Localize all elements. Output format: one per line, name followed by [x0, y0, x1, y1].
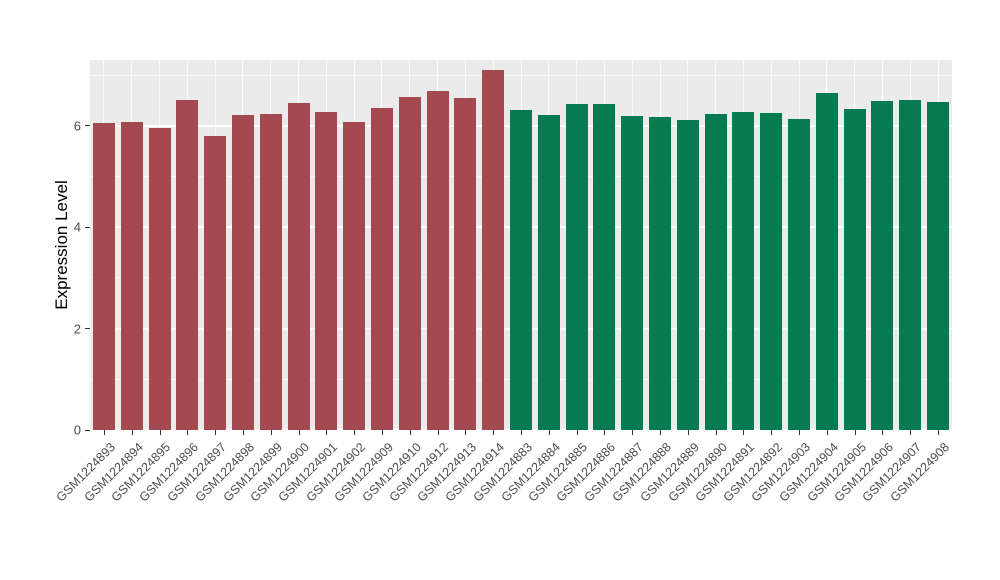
x-tick-mark	[103, 430, 105, 435]
y-axis-title: Expression Level	[52, 180, 71, 310]
x-tick-mark	[131, 430, 133, 435]
bar	[398, 96, 421, 430]
bar	[204, 136, 227, 430]
bar	[482, 70, 505, 430]
x-tick-mark	[938, 430, 940, 435]
y-tick-label: 2	[73, 321, 81, 337]
x-tick-mark	[576, 430, 578, 435]
x-tick-mark	[604, 430, 606, 435]
bar	[287, 102, 310, 430]
x-tick-mark	[660, 430, 662, 435]
bar	[899, 99, 922, 430]
x-tick-mark	[409, 430, 411, 435]
x-tick-mark	[799, 430, 801, 435]
bar	[426, 91, 449, 430]
x-tick-mark	[465, 430, 467, 435]
bar	[92, 123, 115, 430]
x-tick-mark	[215, 430, 217, 435]
bar	[621, 115, 644, 430]
x-tick-mark	[493, 430, 495, 435]
bar	[565, 103, 588, 430]
x-tick-mark	[910, 430, 912, 435]
y-tick-mark	[85, 226, 90, 228]
plot-panel	[90, 60, 952, 431]
bar	[927, 102, 950, 430]
bar	[120, 122, 143, 430]
y-tick-label: 4	[73, 219, 81, 235]
bar	[760, 112, 783, 430]
x-tick-mark	[687, 430, 689, 435]
x-tick-mark	[298, 430, 300, 435]
bar	[537, 114, 560, 430]
bar	[649, 117, 672, 430]
x-tick-mark	[771, 430, 773, 435]
x-tick-mark	[882, 430, 884, 435]
bar	[593, 103, 616, 430]
bar	[732, 111, 755, 430]
x-tick-mark	[326, 430, 328, 435]
x-tick-mark	[521, 430, 522, 435]
x-tick-mark	[159, 430, 161, 435]
x-tick-mark	[548, 430, 550, 435]
bar	[231, 115, 254, 430]
bar	[815, 93, 838, 430]
bar	[843, 109, 866, 430]
bar	[871, 100, 894, 430]
x-tick-mark	[632, 430, 634, 435]
bar	[315, 112, 338, 430]
x-tick-mark	[437, 430, 439, 435]
x-tick-mark	[187, 430, 189, 435]
bar	[676, 120, 699, 430]
x-tick-mark	[381, 430, 383, 435]
bar	[148, 127, 171, 430]
bar	[510, 109, 532, 430]
x-tick-mark	[270, 430, 272, 435]
x-tick-mark	[715, 430, 717, 435]
x-tick-mark	[854, 430, 856, 435]
y-tick-label: 6	[73, 118, 81, 134]
x-tick-mark	[242, 430, 244, 435]
bar	[259, 113, 282, 430]
x-tick-mark	[743, 430, 745, 435]
bar	[788, 118, 811, 430]
y-tick-mark	[85, 125, 90, 127]
bar	[370, 107, 393, 430]
y-tick-label: 0	[73, 422, 81, 438]
bar	[343, 122, 366, 430]
x-tick-mark	[354, 430, 356, 435]
x-tick-mark	[826, 430, 828, 435]
bar	[704, 113, 727, 430]
bar	[454, 98, 477, 430]
y-tick-mark	[85, 429, 90, 431]
y-tick-mark	[85, 328, 90, 330]
bar	[176, 100, 199, 430]
